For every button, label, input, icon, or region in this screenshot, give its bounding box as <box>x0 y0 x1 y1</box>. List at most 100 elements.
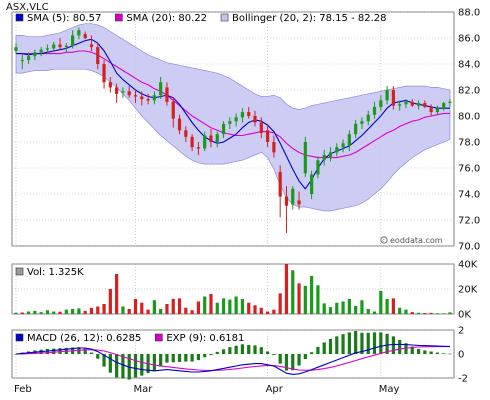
volume-bar <box>310 275 314 314</box>
volume-legend-label: Vol: 1.325K <box>27 267 84 278</box>
volume-bar <box>58 311 62 314</box>
candle-body <box>228 121 232 124</box>
histogram-bar <box>184 354 188 362</box>
candle-body <box>297 200 301 205</box>
histogram-bar <box>310 352 314 354</box>
candle-body <box>64 45 68 48</box>
volume-bar <box>391 298 395 314</box>
histogram-bar <box>272 354 276 356</box>
candle-body <box>115 87 119 94</box>
histogram-bar <box>354 330 358 354</box>
histogram-bar <box>89 352 94 354</box>
candle-body <box>347 134 351 146</box>
candle-body <box>159 82 163 96</box>
histogram-bar <box>347 332 351 354</box>
legend-label-2: Bollinger (20, 2): 78.15 - 82.28 <box>232 13 386 24</box>
price-y-axis: 88.0 86.0 84.0 82.0 80.0 78.0 76.0 74.0 72.0 70.0 <box>458 8 480 253</box>
volume-bar <box>221 298 226 314</box>
volume-panel: 40K 20K 0K Vol: 1.325K <box>11 260 478 321</box>
macd-tick-label: -2 <box>458 374 468 385</box>
copyright-icon <box>380 236 388 244</box>
histogram-bar <box>14 354 18 355</box>
price-legend: SMA (5): 80.57 SMA (20): 80.22 Bollinger (… <box>15 13 387 24</box>
volume-bar <box>240 299 245 314</box>
copyright-symbol: c <box>382 239 385 244</box>
candle-body <box>190 136 194 148</box>
price-tick-label: 82.0 <box>458 86 480 97</box>
candle-body <box>140 96 144 100</box>
histogram-bar <box>435 352 440 354</box>
legend-label-1: SMA (20): 80.22 <box>126 13 207 24</box>
volume-bar <box>64 309 68 314</box>
bollinger-band <box>15 23 451 212</box>
volume-bar <box>52 311 56 314</box>
candle-body <box>410 101 414 106</box>
candle-body <box>14 47 18 51</box>
macd-legend-label-0: MACD (26, 12): 0.6285 <box>27 333 141 344</box>
candle-body <box>259 122 263 133</box>
histogram-bar <box>322 342 326 354</box>
volume-bar <box>416 312 421 314</box>
volume-bar <box>20 312 24 314</box>
histogram-bar <box>303 354 307 360</box>
volume-bar <box>96 306 100 314</box>
volume-bar <box>190 310 194 314</box>
legend-swatch <box>115 13 123 22</box>
histogram-bar <box>265 351 270 354</box>
sma5-line <box>16 38 450 190</box>
histogram-bar <box>152 354 156 372</box>
candle-body <box>335 147 339 153</box>
price-tick-label: 86.0 <box>458 34 480 45</box>
legend-label-0: SMA (5): 80.57 <box>27 13 101 24</box>
volume-bar <box>335 302 339 314</box>
volume-bar <box>278 293 282 314</box>
candle-body <box>121 91 125 93</box>
histogram-bar <box>297 354 301 366</box>
volume-bar <box>209 294 213 314</box>
price-tick-label: 72.0 <box>458 216 480 227</box>
volume-bar <box>39 312 43 314</box>
candle-body <box>398 104 402 106</box>
histogram-bar <box>108 354 112 373</box>
candle-body <box>278 171 282 197</box>
candle-body <box>247 112 251 116</box>
legend-swatch <box>220 13 229 22</box>
volume-bar <box>284 264 289 314</box>
candle-body <box>77 30 81 36</box>
watermark: c eoddata.com <box>380 236 443 245</box>
histogram-bar <box>253 345 257 354</box>
macd-legend-label-1: EXP (9): 0.6181 <box>166 333 244 344</box>
volume-bar <box>77 308 81 314</box>
price-tick-label: 84.0 <box>458 60 480 71</box>
volume-bar <box>140 302 144 314</box>
volume-bar <box>442 313 446 314</box>
volume-legend: Vol: 1.325K <box>15 267 84 278</box>
volume-bar <box>423 313 427 314</box>
volume-bar <box>398 307 402 314</box>
volume-bar <box>203 296 207 314</box>
histogram-bar <box>115 354 119 378</box>
volume-bar <box>303 285 307 314</box>
volume-bar <box>328 307 333 314</box>
volume-gridlines <box>12 263 454 315</box>
candle-body <box>177 118 182 131</box>
histogram-bar <box>234 345 238 354</box>
volume-bar <box>133 299 138 314</box>
candle-body <box>83 34 87 38</box>
candle-body <box>372 106 377 115</box>
histogram-bar <box>83 348 87 354</box>
volume-bar <box>410 312 414 314</box>
candle-body <box>146 99 150 101</box>
histogram-bar <box>429 351 433 354</box>
histogram-bar <box>221 349 226 354</box>
histogram-bar <box>328 338 333 354</box>
chart-title: ASX,VLC <box>6 2 49 13</box>
candle-body <box>89 44 94 48</box>
candle-body <box>303 142 307 174</box>
candle-body <box>291 188 295 205</box>
candle-body <box>203 135 207 149</box>
histogram-bar <box>398 339 402 354</box>
volume-bar <box>341 301 345 314</box>
candle-body <box>448 101 452 103</box>
